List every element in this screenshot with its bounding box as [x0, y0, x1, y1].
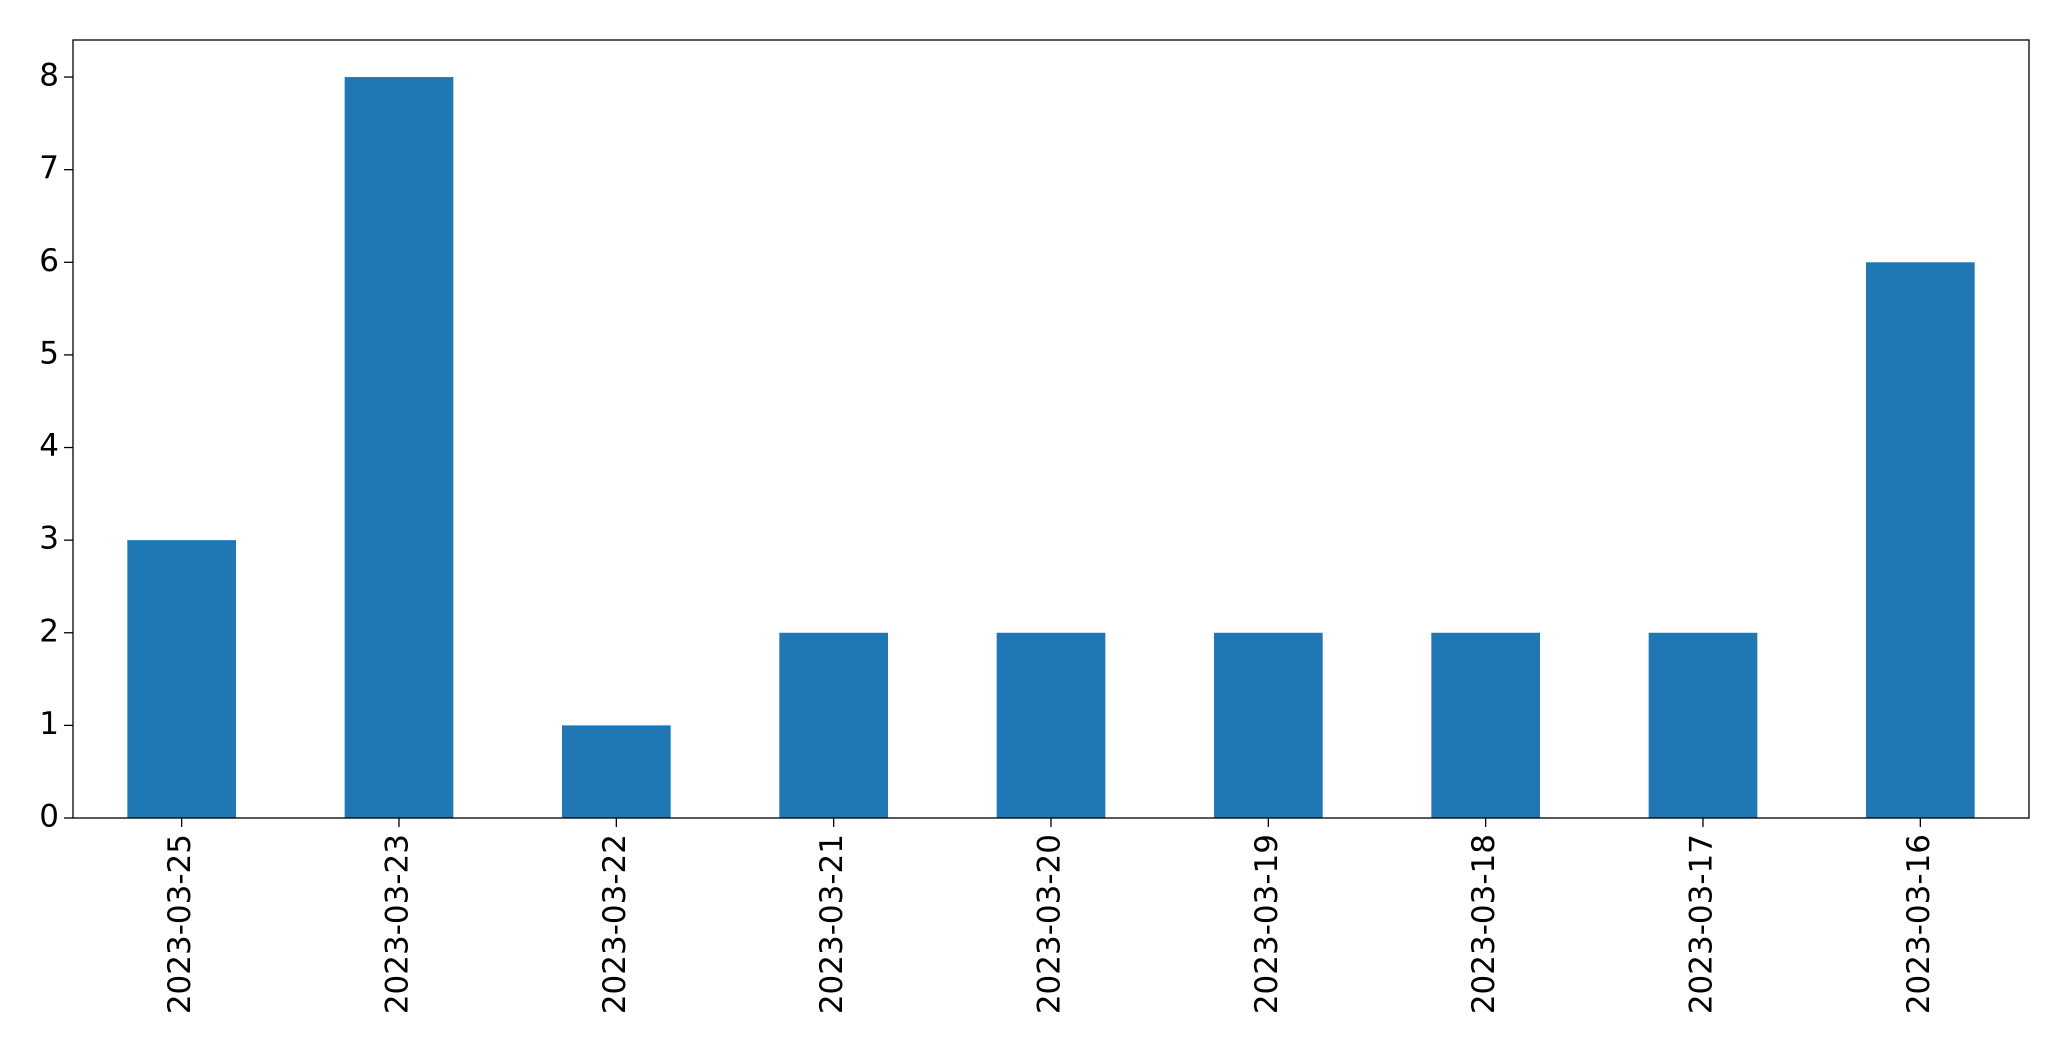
y-tick-label: 1 — [39, 706, 59, 742]
y-tick-label: 0 — [39, 799, 59, 835]
bar — [344, 77, 454, 819]
y-tick-label: 4 — [39, 428, 59, 464]
bar — [562, 725, 671, 818]
x-tick-label: 2023-03-17 — [1684, 834, 1720, 1014]
x-tick-label: 2023-03-21 — [814, 834, 850, 1014]
x-tick-label: 2023-03-16 — [1901, 834, 1937, 1014]
x-tick-label: 2023-03-25 — [162, 834, 198, 1014]
bar — [996, 632, 1106, 818]
bar — [127, 540, 236, 818]
y-tick-label: 5 — [39, 335, 59, 371]
bar — [1648, 632, 1758, 818]
bar — [1214, 632, 1323, 818]
bar — [1431, 632, 1540, 818]
bar — [1866, 262, 1975, 818]
y-tick-label: 6 — [39, 243, 59, 279]
y-tick-label: 3 — [39, 521, 59, 557]
plot-frame — [72, 39, 2030, 819]
y-tick-label: 7 — [39, 150, 59, 186]
x-tick-label: 2023-03-19 — [1249, 834, 1285, 1014]
x-tick-label: 2023-03-22 — [597, 834, 633, 1014]
x-tick-label: 2023-03-23 — [380, 834, 416, 1014]
y-tick-label: 2 — [39, 613, 59, 649]
x-tick-label: 2023-03-18 — [1466, 834, 1502, 1014]
bar — [779, 632, 888, 818]
y-tick-label: 8 — [39, 58, 59, 94]
x-tick-label: 2023-03-20 — [1032, 834, 1068, 1014]
